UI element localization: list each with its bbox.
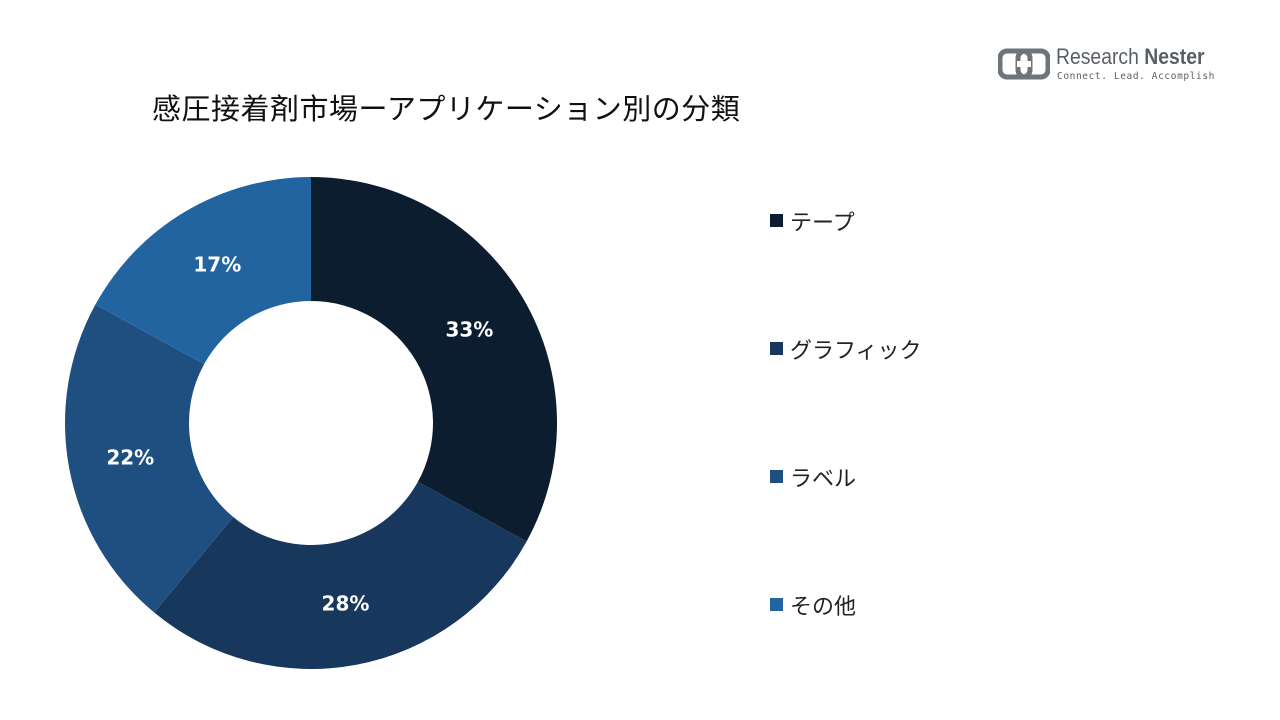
chart-title: 感圧接着剤市場ーアプリケーション別の分類 bbox=[152, 92, 741, 126]
logo-mark-icon bbox=[998, 48, 1050, 80]
donut-slice-2 bbox=[154, 481, 527, 669]
legend-label-2: グラフィック bbox=[790, 339, 922, 364]
legend-swatch-2 bbox=[770, 342, 783, 355]
slice-value-label-3: 22% bbox=[106, 445, 154, 469]
slice-value-label-1: 33% bbox=[445, 317, 493, 341]
legend-label-4: その他 bbox=[790, 595, 857, 620]
donut-slice-1 bbox=[311, 177, 558, 542]
donut-slice-4 bbox=[95, 177, 311, 365]
legend-swatch-4 bbox=[770, 598, 783, 611]
slice-value-label-4: 17% bbox=[193, 253, 241, 277]
donut-slice-labels: 33% 28% 22% 17% bbox=[106, 253, 493, 616]
donut-slice-3 bbox=[64, 304, 234, 613]
logo-name: Research Nester bbox=[1056, 44, 1205, 70]
legend-label-3: ラベル bbox=[790, 467, 857, 492]
donut-slices bbox=[64, 177, 558, 669]
slice-value-label-2: 28% bbox=[322, 592, 370, 616]
research-nester-logo: Research Nester Connect. Lead. Accomplis… bbox=[998, 44, 1238, 86]
legend-swatch-3 bbox=[770, 470, 783, 483]
legend-swatch-1 bbox=[770, 214, 783, 227]
logo-name-research: Research bbox=[1056, 44, 1139, 69]
logo-name-nester: Nester bbox=[1144, 44, 1205, 69]
logo-tagline: Connect. Lead. Accomplish bbox=[1057, 71, 1215, 82]
legend-label-1: テープ bbox=[790, 211, 855, 236]
